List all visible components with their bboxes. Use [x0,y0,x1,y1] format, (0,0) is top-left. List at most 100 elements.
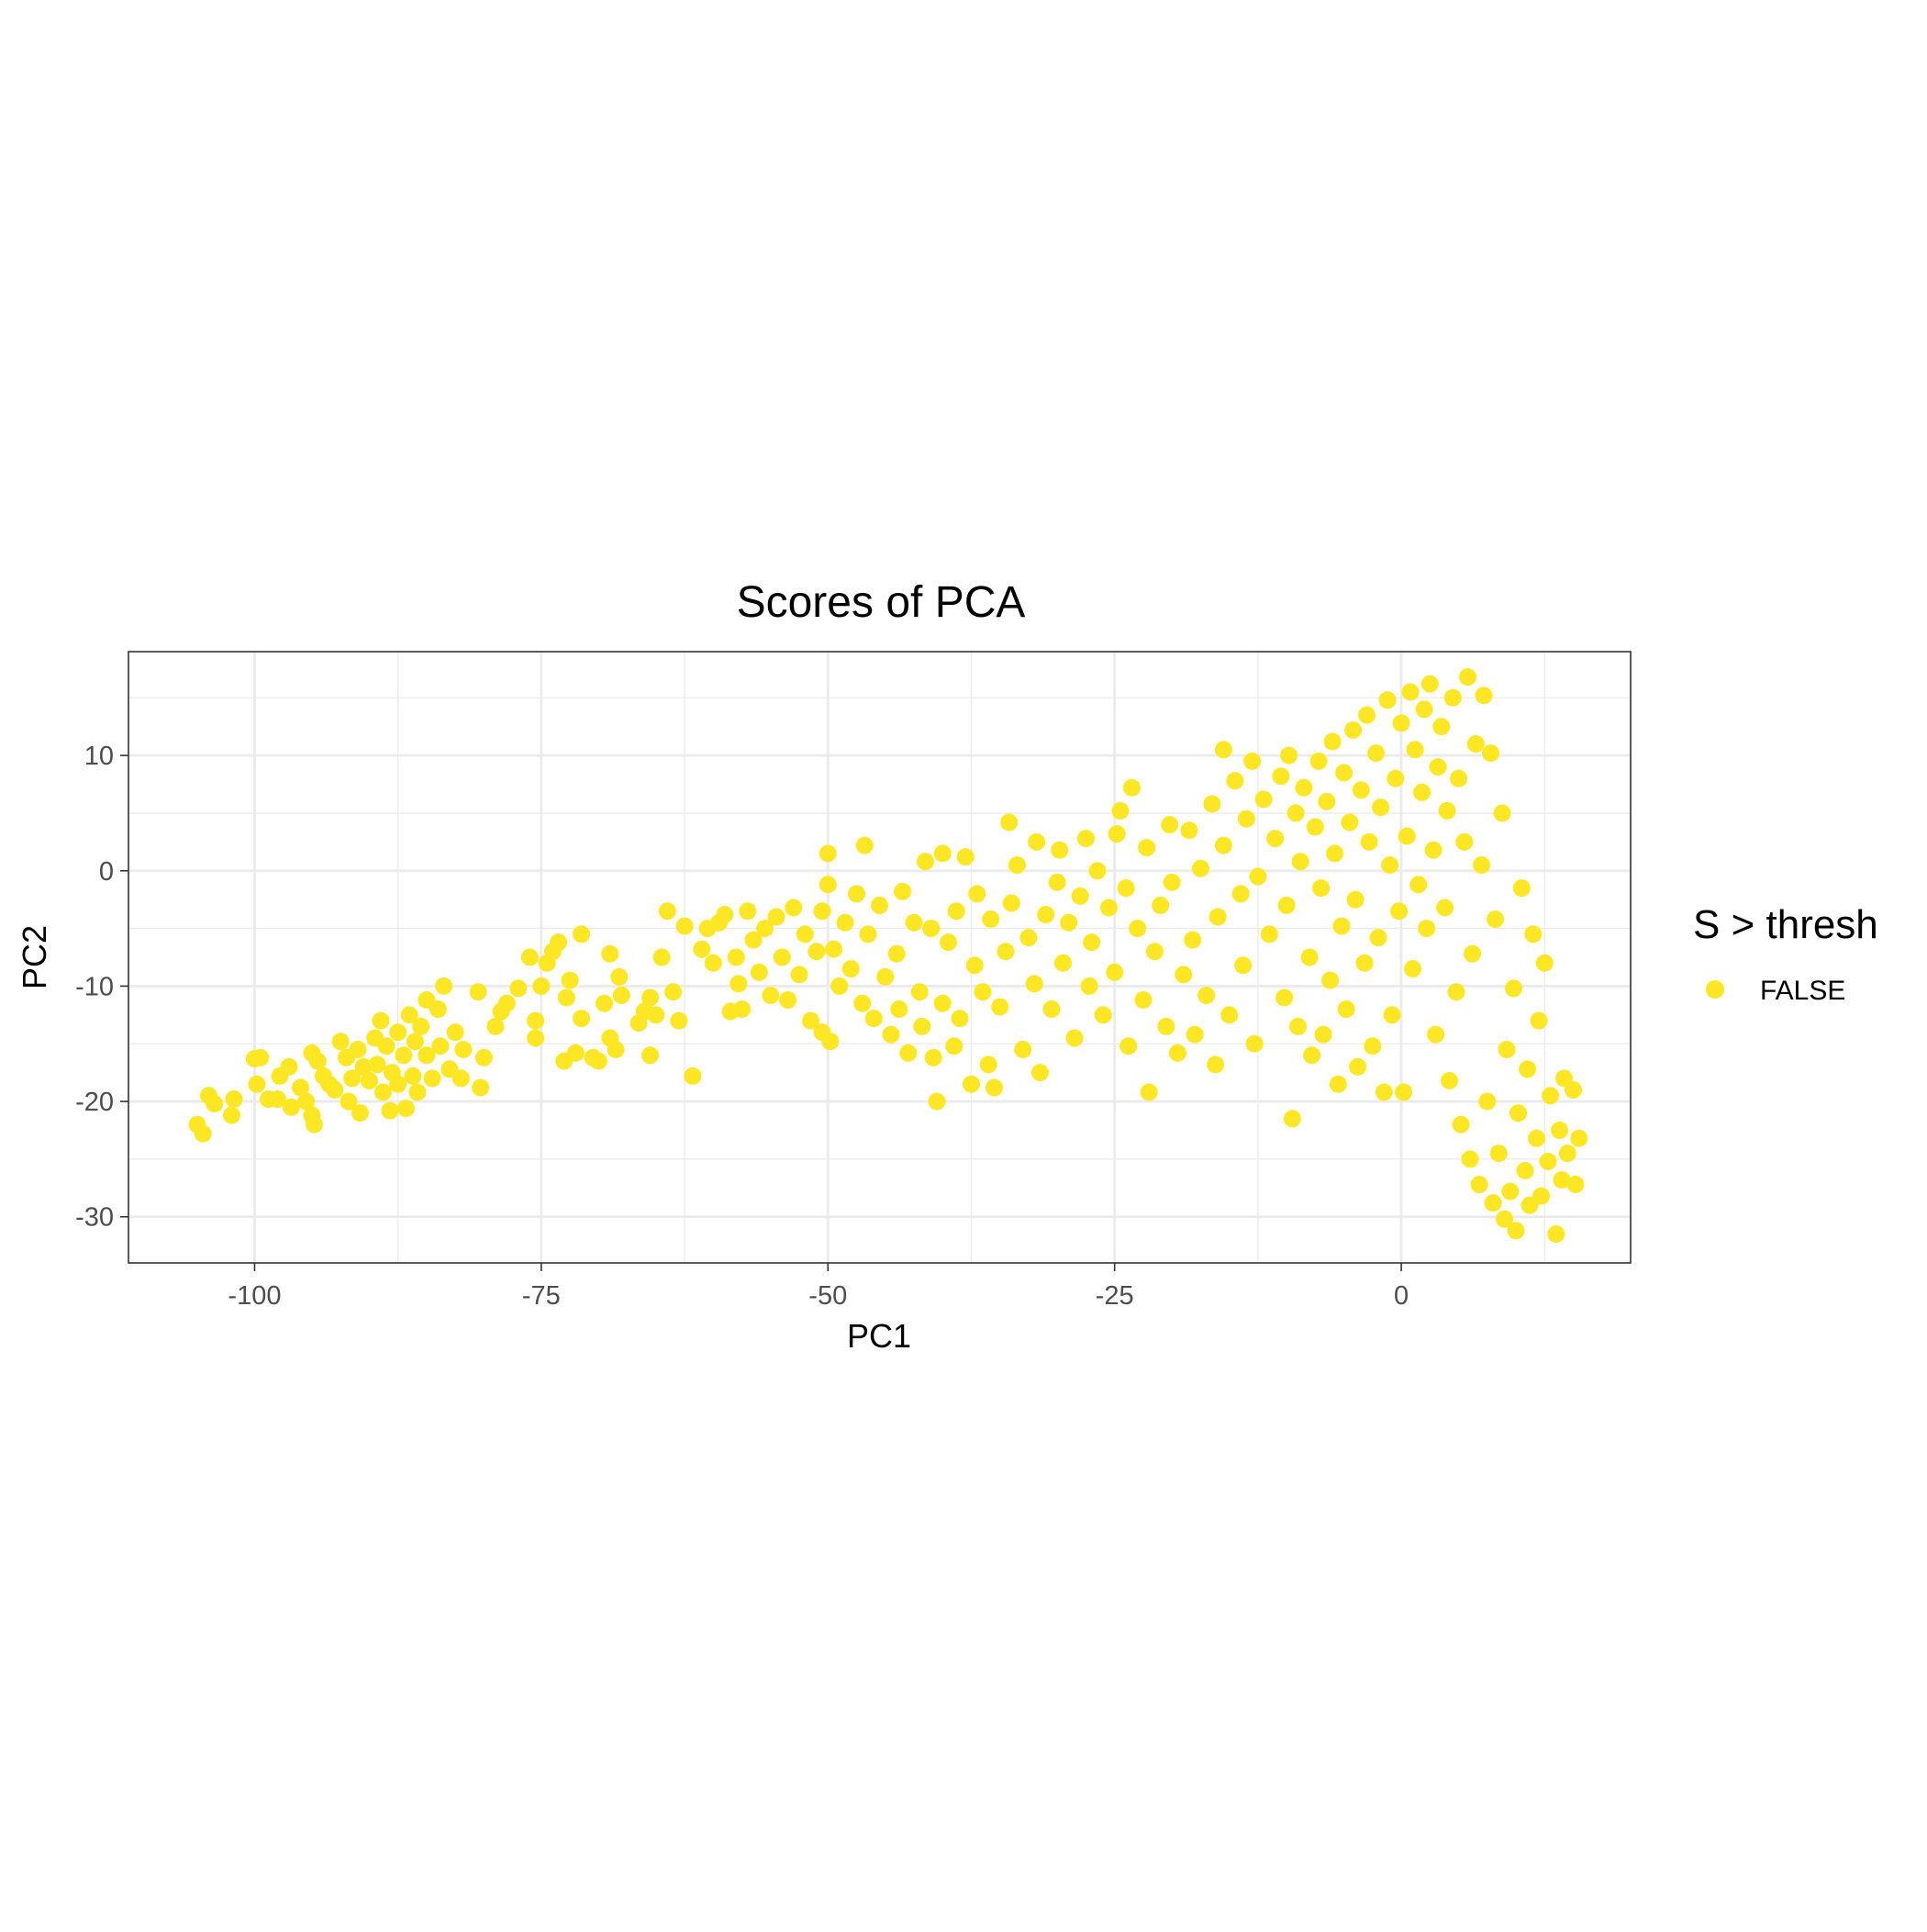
legend: S > thresh FALSE [1693,902,1878,1006]
data-point [1516,1161,1534,1179]
data-point [1539,1152,1557,1170]
data-point [451,1069,470,1088]
data-point [1168,1044,1186,1062]
data-point [431,1037,450,1055]
major-gridlines [128,652,1631,1263]
data-point [1369,929,1387,947]
data-point [474,1048,493,1067]
data-point [472,1078,490,1097]
data-point [1558,1145,1576,1163]
y-tick-label: -30 [75,1203,114,1233]
data-point [716,906,734,924]
data-point [825,940,843,958]
data-point [1375,1083,1393,1101]
data-point [1203,795,1221,813]
data-point [1295,778,1313,797]
data-point [704,954,722,972]
data-point [779,990,797,1009]
data-point [939,933,957,952]
data-point [876,967,895,986]
data-point [557,988,575,1007]
data-point [647,1006,665,1024]
y-tick-label: -20 [75,1088,114,1117]
data-point [979,1055,997,1074]
data-point [730,975,748,993]
data-point [1254,790,1273,809]
data-point [1157,1017,1175,1035]
data-point [1487,910,1505,929]
x-tick-label: -100 [228,1281,281,1311]
y-tick-label: 10 [84,742,114,771]
data-point [1364,1037,1382,1055]
data-point [1383,1006,1401,1024]
data-point [1037,906,1055,924]
data-point [331,1033,350,1051]
data-point [1409,876,1428,894]
data-point [1289,1017,1308,1035]
data-point [1498,1041,1516,1059]
data-point [1303,1046,1321,1065]
data-point [962,1075,980,1093]
data-point [408,1083,427,1101]
data-point [349,1041,367,1059]
data-point [1226,772,1244,790]
data-point [527,1029,545,1047]
data-point [1436,899,1454,917]
data-point [340,1092,358,1111]
data-point [343,1069,362,1088]
data-point [297,1092,316,1111]
data-point [968,885,986,903]
data-point [1108,825,1126,843]
data-point [1306,818,1324,836]
data-point [1447,983,1465,1001]
data-point [360,1071,378,1089]
data-point [1420,675,1439,693]
data-point [1287,804,1305,822]
data-point [550,933,568,952]
data-point [1352,781,1370,799]
data-point [1438,801,1456,820]
data-point [381,1101,399,1120]
data-point [913,1017,931,1035]
data-point [497,994,516,1012]
data-point [684,1067,702,1085]
data-point [1452,1115,1470,1134]
data-point [982,910,1000,929]
data-point [1234,956,1253,975]
data-point [1214,741,1232,759]
data-point [836,913,854,932]
data-point [945,1037,964,1055]
data-point [1094,1006,1112,1024]
data-point [1341,813,1359,832]
data-point [520,948,539,966]
data-point [194,1124,212,1143]
data-point [1076,830,1095,848]
data-point [641,988,660,1007]
data-point [1530,1011,1548,1030]
data-point [1337,1000,1355,1019]
data-point [1051,841,1069,859]
data-point [206,1095,224,1113]
data-point [1025,975,1043,993]
data-point [652,948,671,966]
data-point [1042,1000,1061,1019]
data-point [282,1098,300,1116]
data-point [664,983,683,1001]
legend-label-false: FALSE [1760,976,1845,1006]
data-point [974,983,992,1001]
data-point [924,1048,942,1067]
data-point [1220,1006,1239,1024]
data-point [610,967,629,986]
data-point [1191,859,1209,877]
data-point [1291,853,1309,871]
data-point [1028,832,1046,851]
data-point [486,1017,505,1035]
data-point [956,848,975,866]
data-point [1355,954,1374,972]
chart-title: Scores of PCA [737,578,1026,627]
data-point [1461,1150,1479,1168]
data-point [509,979,528,998]
data-point [1065,1029,1084,1047]
data-point [1542,1087,1560,1105]
